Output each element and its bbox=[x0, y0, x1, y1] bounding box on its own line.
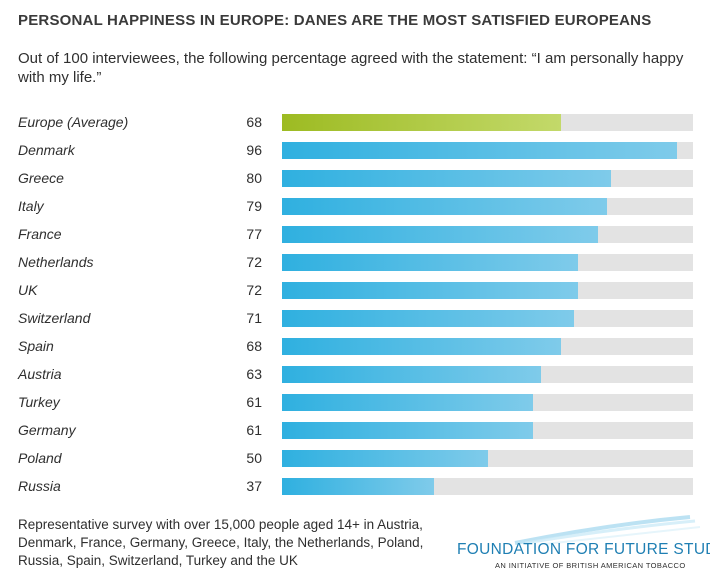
bar-row: Turkey 61 bbox=[0, 388, 710, 416]
country-bar bbox=[282, 282, 578, 299]
category-label: Poland bbox=[18, 450, 62, 466]
value-label: 72 bbox=[246, 282, 262, 298]
bar-track bbox=[282, 226, 693, 243]
country-bar bbox=[282, 422, 533, 439]
bar-track bbox=[282, 198, 693, 215]
bar-row: France 77 bbox=[0, 220, 710, 248]
average-bar bbox=[282, 114, 562, 131]
bar-row: UK 72 bbox=[0, 276, 710, 304]
value-label: 61 bbox=[246, 422, 262, 438]
bar-row: Switzerland 71 bbox=[0, 304, 710, 332]
country-bar bbox=[282, 254, 578, 271]
value-label: 72 bbox=[246, 254, 262, 270]
country-bar bbox=[282, 198, 607, 215]
bar-row: Netherlands 72 bbox=[0, 248, 710, 276]
category-label: Denmark bbox=[18, 142, 75, 158]
foundation-logo: FOUNDATION FOR FUTURE STUDIES AN INITIAT… bbox=[455, 515, 710, 580]
category-label: France bbox=[18, 226, 62, 242]
country-bar bbox=[282, 366, 541, 383]
bar-row: Germany 61 bbox=[0, 416, 710, 444]
bar-row: Europe (Average) 68 bbox=[0, 108, 710, 136]
bar-track bbox=[282, 450, 693, 467]
value-label: 37 bbox=[246, 478, 262, 494]
bar-track bbox=[282, 170, 693, 187]
country-bar bbox=[282, 394, 533, 411]
bar-track bbox=[282, 394, 693, 411]
chart-title: PERSONAL HAPPINESS IN EUROPE: DANES ARE … bbox=[18, 12, 652, 29]
bar-row: Poland 50 bbox=[0, 444, 710, 472]
bar-track bbox=[282, 310, 693, 327]
bar-track bbox=[282, 142, 693, 159]
value-label: 79 bbox=[246, 198, 262, 214]
swoosh-icon bbox=[514, 515, 701, 545]
category-label: UK bbox=[18, 282, 38, 298]
value-label: 61 bbox=[246, 394, 262, 410]
bar-track bbox=[282, 254, 693, 271]
country-bar bbox=[282, 450, 488, 467]
category-label: Greece bbox=[18, 170, 64, 186]
category-label: Russia bbox=[18, 478, 61, 494]
bar-chart: Europe (Average) 68 Denmark 96 Greece 80 Italy… bbox=[0, 108, 710, 500]
category-label: Netherlands bbox=[18, 254, 94, 270]
value-label: 68 bbox=[246, 114, 262, 130]
chart-subtitle: Out of 100 interviewees, the following p… bbox=[18, 50, 684, 86]
value-label: 96 bbox=[246, 142, 262, 158]
country-bar bbox=[282, 226, 599, 243]
bar-row: Spain 68 bbox=[0, 332, 710, 360]
bar-track bbox=[282, 282, 693, 299]
bar-row: Italy 79 bbox=[0, 192, 710, 220]
category-label: Spain bbox=[18, 338, 54, 354]
category-label: Turkey bbox=[18, 394, 60, 410]
country-bar bbox=[282, 478, 435, 495]
value-label: 63 bbox=[246, 366, 262, 382]
bar-row: Austria 63 bbox=[0, 360, 710, 388]
country-bar bbox=[282, 142, 677, 159]
value-label: 77 bbox=[246, 226, 262, 242]
value-label: 71 bbox=[246, 310, 262, 326]
bar-row: Greece 80 bbox=[0, 164, 710, 192]
value-label: 80 bbox=[246, 170, 262, 186]
bar-track bbox=[282, 114, 693, 131]
bar-track bbox=[282, 478, 693, 495]
value-label: 68 bbox=[246, 338, 262, 354]
bar-track bbox=[282, 422, 693, 439]
bar-track bbox=[282, 338, 693, 355]
category-label: Italy bbox=[18, 198, 44, 214]
logo-sub-text: AN INITIATIVE OF BRITISH AMERICAN TOBACC… bbox=[495, 561, 686, 570]
survey-footnote: Representative survey with over 15,000 p… bbox=[18, 517, 424, 568]
logo-main-text: FOUNDATION FOR FUTURE STUDIES bbox=[457, 541, 710, 558]
category-label: Austria bbox=[18, 366, 62, 382]
country-bar bbox=[282, 338, 562, 355]
bar-row: Russia 37 bbox=[0, 472, 710, 500]
country-bar bbox=[282, 170, 611, 187]
category-label: Switzerland bbox=[18, 310, 91, 326]
category-label: Europe (Average) bbox=[18, 114, 129, 130]
bar-row: Denmark 96 bbox=[0, 136, 710, 164]
category-label: Germany bbox=[18, 422, 76, 438]
country-bar bbox=[282, 310, 574, 327]
bar-track bbox=[282, 366, 693, 383]
value-label: 50 bbox=[246, 450, 262, 466]
